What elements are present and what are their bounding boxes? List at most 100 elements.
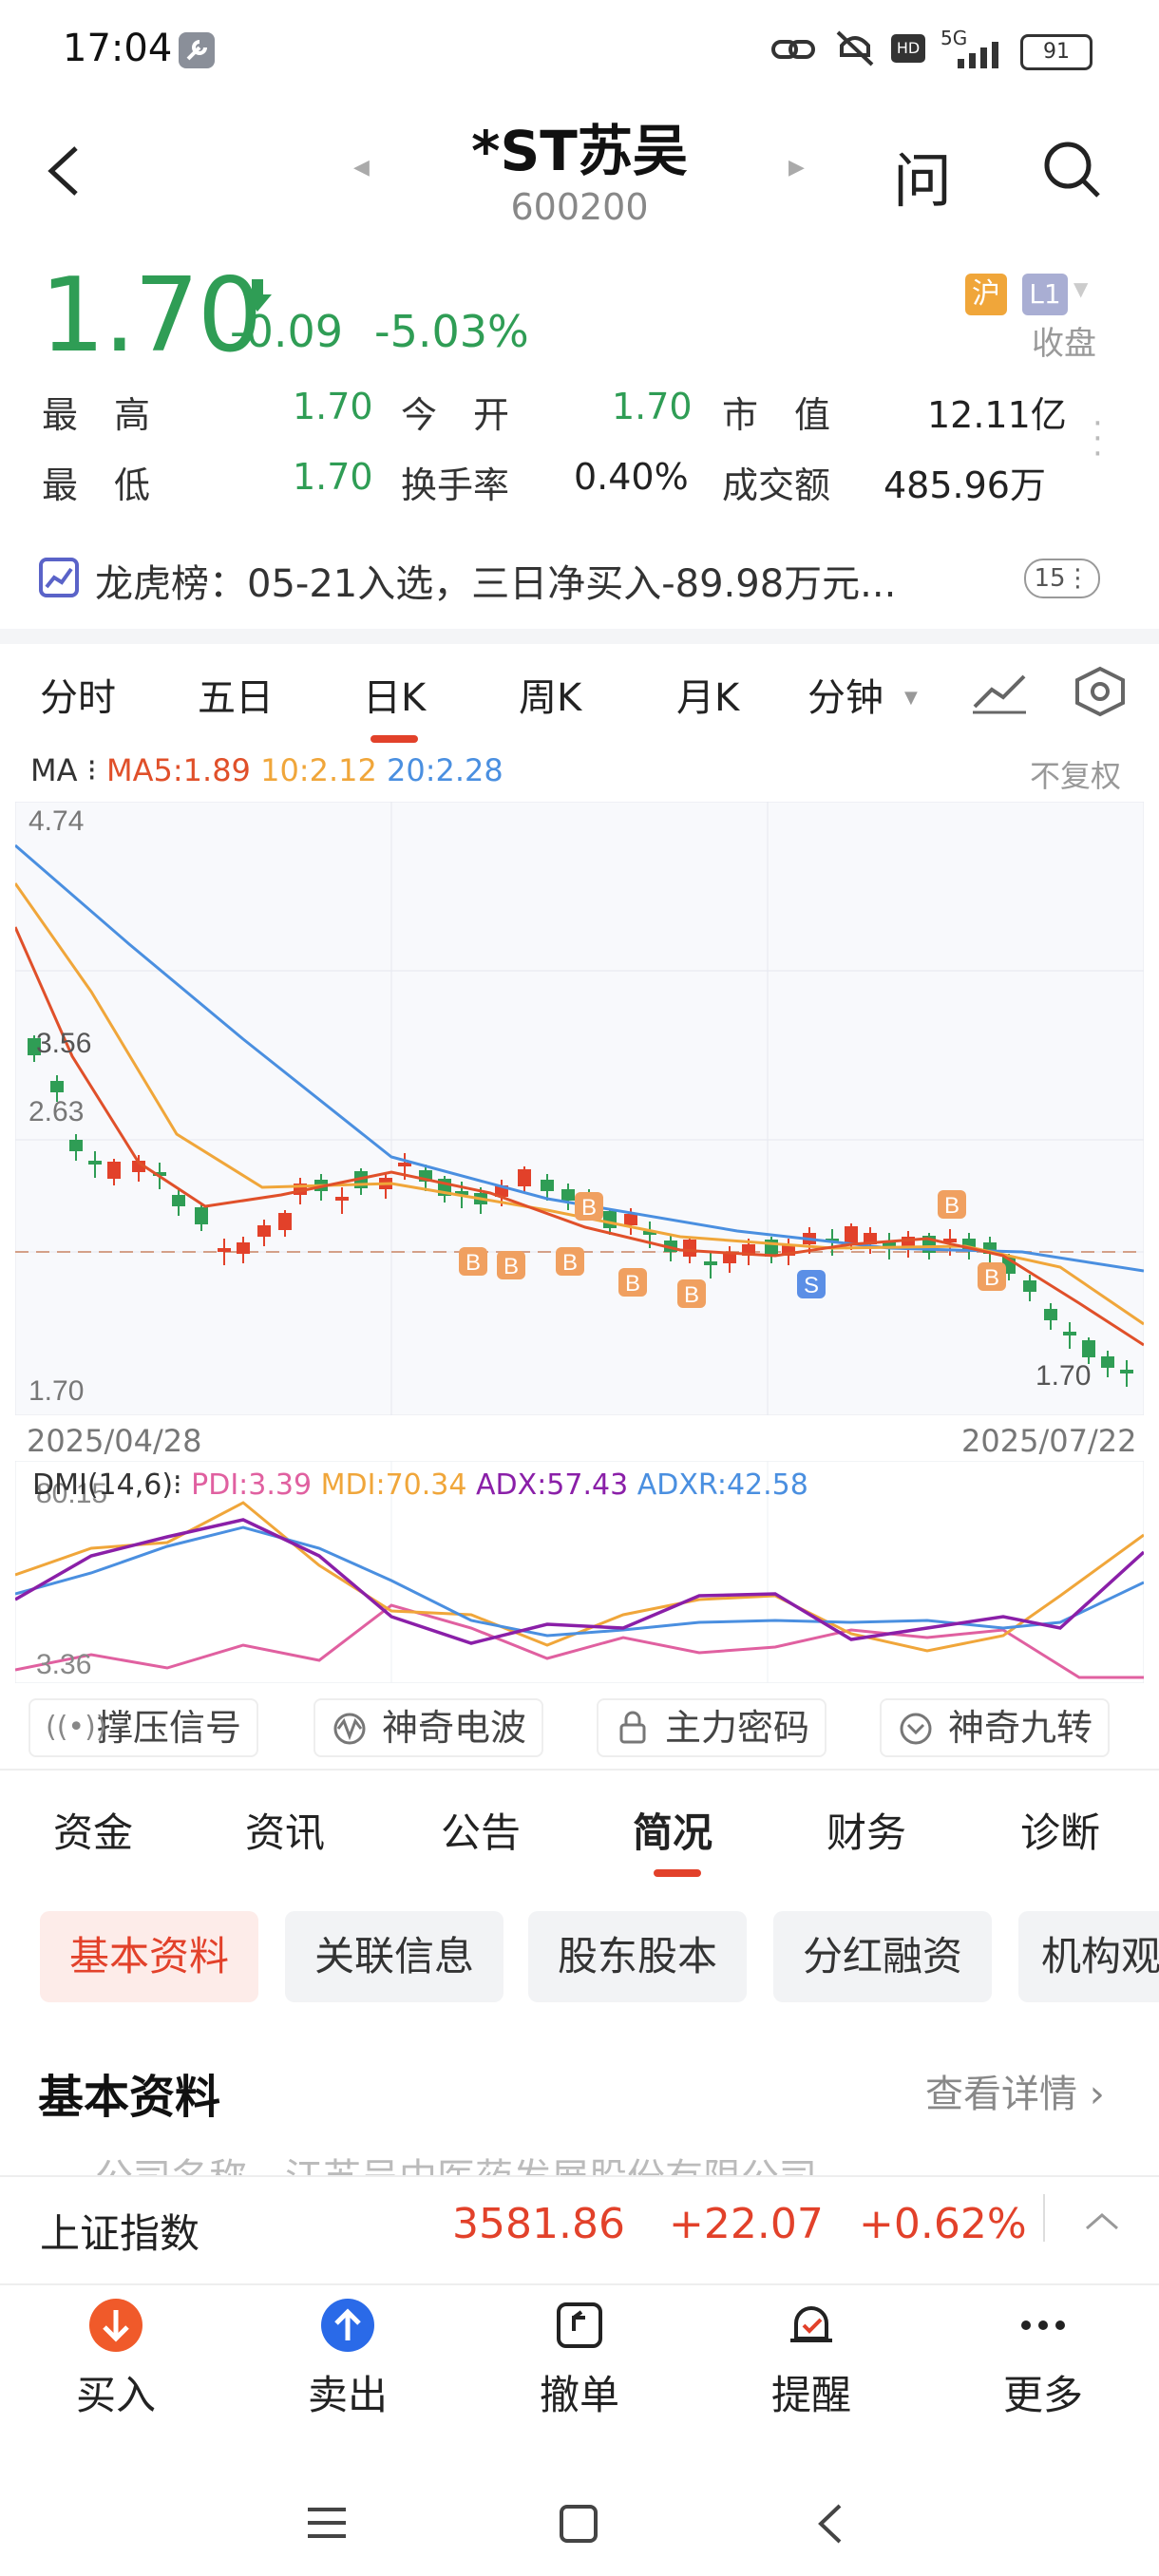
open-label: 今 开 — [401, 394, 510, 436]
index-ticker-bar[interactable] — [0, 2175, 1159, 2285]
tool-label: 撑压信号 — [97, 1707, 242, 1749]
buy-mark — [618, 1268, 647, 1297]
adx-line — [15, 1518, 1144, 1645]
tool-main-force[interactable]: 主力密码 — [597, 1698, 827, 1757]
candle-body — [1044, 1309, 1057, 1320]
candle-body — [723, 1252, 736, 1263]
tab-funds[interactable]: 资金 — [53, 1809, 134, 1856]
tab-zhouk[interactable]: 周K — [519, 676, 582, 720]
mark-last-label: 1.70 — [1036, 1360, 1091, 1392]
tab-overview[interactable]: 简况 — [633, 1809, 713, 1856]
tab-fenshi[interactable]: 分时 — [40, 676, 116, 720]
chevron-right-icon: › — [1089, 2073, 1105, 2116]
more-dots-icon — [1021, 2320, 1065, 2330]
adx-value: ADX:57.43 — [476, 1468, 629, 1502]
candle-body — [883, 1242, 896, 1246]
level-dropdown-icon[interactable]: ▼ — [1074, 277, 1089, 300]
buy-mark — [978, 1262, 1006, 1291]
settings-hex-icon[interactable] — [1072, 665, 1129, 718]
subtab-institutions[interactable]: 机构观 — [1018, 1911, 1159, 2002]
candle-body — [335, 1197, 349, 1201]
divider — [1043, 2194, 1045, 2242]
ask-button[interactable]: 问 — [893, 146, 953, 216]
kline-chart[interactable]: B B BBB B SBB 4.74 1.70 3.56 2.63 1.70 — [15, 802, 1144, 1415]
hd-icon: HD — [891, 34, 925, 63]
tab-fenzhong[interactable]: 分钟 — [808, 676, 884, 720]
adjust-toggle[interactable]: 不复权 — [1030, 758, 1122, 794]
high-label: 最 高 — [42, 394, 151, 436]
draw-line-icon[interactable] — [971, 669, 1028, 716]
tool-support-resistance[interactable]: ((•)) 撑压信号 — [28, 1698, 259, 1757]
subtab-related-info[interactable]: 关联信息 — [285, 1911, 504, 2002]
ymin-label: 1.70 — [28, 1375, 84, 1407]
ma10-value: 10:2.12 — [260, 752, 377, 788]
dragon-list-bar[interactable]: 龙虎榜：05-21入选，三日净买入-89.98万元... 15⋮ — [36, 551, 1129, 608]
price-change-pct: -5.03% — [374, 306, 529, 357]
index-name: 上证指数 — [40, 2210, 200, 2257]
cancel-order-button[interactable]: 撤单 — [504, 2297, 656, 2421]
sell-mark — [797, 1270, 826, 1298]
buy-mark-label: B — [466, 1250, 481, 1276]
view-details-label: 查看详情 — [925, 2073, 1077, 2116]
dmi-chart[interactable]: 80.15 3.36 — [15, 1461, 1144, 1683]
mktcap-value: 12.11亿 — [927, 394, 1067, 436]
candle-body — [624, 1214, 637, 1225]
buy-mark-label: B — [504, 1254, 519, 1279]
alert-button[interactable]: 提醒 — [735, 2297, 887, 2421]
candle-body — [195, 1207, 208, 1224]
back-arrow-icon[interactable] — [38, 142, 95, 199]
tab-rik[interactable]: 日K — [363, 676, 427, 720]
candle-body — [704, 1261, 717, 1265]
buy-mark-label: B — [944, 1193, 960, 1219]
tab-diagnosis[interactable]: 诊断 — [1020, 1809, 1101, 1856]
dragon-badge[interactable]: 15⋮ — [1024, 559, 1100, 598]
candle-body — [518, 1169, 531, 1186]
pdi-line — [15, 1603, 1144, 1679]
down-arrow-icon — [243, 279, 272, 312]
sell-button[interactable]: 卖出 — [272, 2297, 424, 2421]
menu-icon[interactable] — [306, 2504, 348, 2542]
buy-button[interactable]: 买入 — [40, 2297, 192, 2421]
dragon-text: 龙虎榜：05-21入选，三日净买入-89.98万元... — [95, 562, 897, 606]
open-value: 1.70 — [612, 386, 693, 427]
tool-magic-wave[interactable]: 神奇电波 — [314, 1698, 544, 1757]
search-icon[interactable] — [1041, 139, 1102, 199]
level-tag[interactable]: L1 — [1022, 274, 1068, 315]
candle-body — [541, 1180, 554, 1191]
tab-wuri[interactable]: 五日 — [198, 676, 274, 720]
more-vertical-icon[interactable]: · · · — [1092, 405, 1103, 473]
tab-news[interactable]: 资讯 — [245, 1809, 326, 1856]
buy-mark — [459, 1247, 487, 1276]
home-icon[interactable] — [559, 2504, 598, 2544]
battery-icon: 91 — [1020, 34, 1092, 70]
chevron-up-icon[interactable] — [1083, 2209, 1121, 2232]
adxr-value: ADXR:42.58 — [636, 1468, 808, 1502]
turnover-label: 换手率 — [401, 464, 510, 506]
prev-stock-icon[interactable]: ◀ — [353, 156, 370, 180]
candle-body — [257, 1225, 271, 1237]
tool-magic-nine[interactable]: 神奇九转 — [880, 1698, 1111, 1757]
candle-body — [88, 1161, 102, 1165]
candle-body — [28, 1038, 41, 1055]
view-details-link[interactable]: 查看详情 › — [925, 2063, 1105, 2118]
subtab-shareholders[interactable]: 股东股本 — [528, 1911, 747, 2002]
tab-announcements[interactable]: 公告 — [441, 1809, 522, 1856]
tab-yuek[interactable]: 月K — [676, 676, 740, 720]
more-button[interactable]: 更多 — [967, 2297, 1119, 2421]
minute-dropdown-icon[interactable]: ▼ — [904, 688, 918, 708]
sell-icon — [321, 2299, 374, 2352]
dmi-label: DMI(14,6) — [32, 1468, 174, 1502]
candle-body — [50, 1081, 64, 1092]
adxr-line — [15, 1525, 1144, 1638]
buy-mark-label: B — [625, 1271, 640, 1297]
candle-body — [683, 1240, 696, 1257]
subtab-dividends[interactable]: 分红融资 — [773, 1911, 992, 2002]
subtab-basic-info[interactable]: 基本资料 — [40, 1911, 258, 2002]
next-stock-icon[interactable]: ▶ — [788, 156, 805, 180]
candle-body — [455, 1191, 468, 1195]
mktcap-label: 市 值 — [722, 394, 831, 436]
tab-finance[interactable]: 财务 — [826, 1809, 907, 1856]
chart-tab-underline — [370, 735, 418, 743]
back-icon[interactable] — [813, 2502, 846, 2546]
cancel-order-label: 撤单 — [539, 2372, 619, 2418]
